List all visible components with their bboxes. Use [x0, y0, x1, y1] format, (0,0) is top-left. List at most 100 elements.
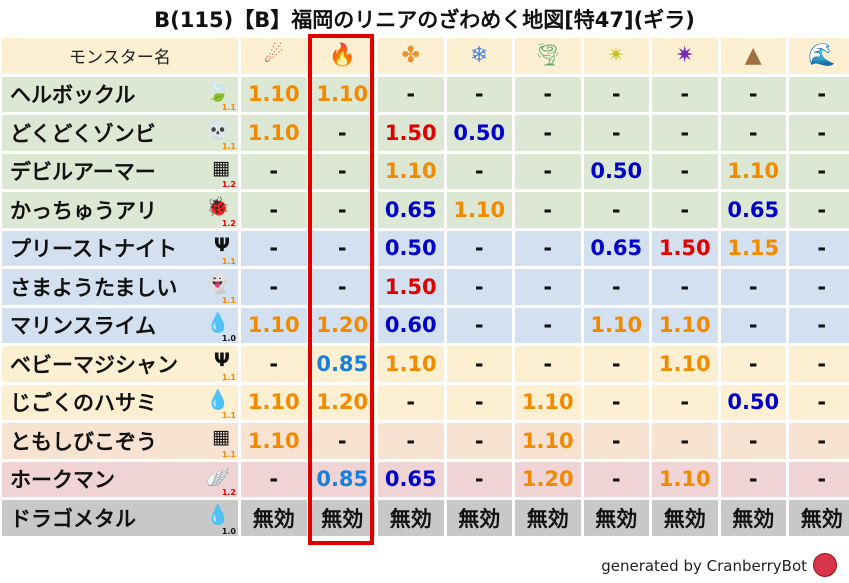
value-cell: 0.50: [583, 153, 649, 189]
ghost-icon: 👻: [206, 273, 230, 295]
value-cell: -: [583, 115, 649, 151]
value-cell: -: [378, 423, 444, 459]
monster-name-cell: ともしびこぞう ▦ 1.1: [2, 423, 238, 459]
monster-name: ヘルボックル: [10, 83, 136, 108]
value-cell: 0.65: [583, 230, 649, 266]
page-title: B(115)【B】福岡のリニアのざわめく地図[特47](ギラ): [154, 8, 695, 32]
skull-icon: 💀: [206, 119, 230, 141]
monster-name-cell: どくどくゾンビ 💀 1.1: [2, 115, 238, 151]
fire-ball-icon: ☄: [263, 43, 284, 69]
multiplier-badge: 1.0: [221, 334, 236, 343]
multiplier-badge: 1.1: [221, 372, 236, 382]
value-cell: 1.10: [515, 423, 581, 459]
value-cell: 1.10: [652, 346, 718, 382]
value-cell: 1.50: [652, 230, 718, 266]
value-cell: -: [789, 423, 849, 459]
value-cell: -: [446, 461, 512, 497]
value-cell: 無効: [241, 500, 307, 536]
value-cell: -: [583, 192, 649, 228]
value-cell: -: [378, 76, 444, 112]
value-cell: -: [309, 269, 375, 305]
value-cell: -: [241, 346, 307, 382]
value-cell: -: [652, 153, 718, 189]
value-cell: -: [583, 384, 649, 420]
value-cell: 無効: [789, 500, 849, 536]
trident-icon: Ψ: [213, 233, 230, 256]
value-cell: 1.10: [241, 384, 307, 420]
water-drop-icon: 💧: [206, 388, 230, 411]
value-cell: -: [446, 153, 512, 189]
value-cell: 1.10: [652, 307, 718, 343]
monster-name: じごくのハサミ: [10, 391, 157, 416]
value-cell: 1.20: [515, 461, 581, 497]
header-element-cell: ▲: [720, 38, 786, 74]
monster-name: ベビーマジシャン: [10, 352, 178, 377]
monster-name-cell: ドラゴメタル 💧 1.0: [2, 500, 238, 536]
multiplier-badge: 1.1: [221, 449, 236, 459]
value-cell: 0.65: [378, 461, 444, 497]
multiplier-badge: 1.1: [221, 103, 236, 112]
value-cell: -: [515, 346, 581, 382]
value-cell: 1.15: [720, 230, 786, 266]
value-cell: -: [309, 230, 375, 266]
value-cell: 無効: [446, 500, 512, 536]
value-cell: 1.10: [378, 153, 444, 189]
value-cell: -: [515, 115, 581, 151]
value-cell: -: [446, 269, 512, 305]
value-cell: 無効: [309, 500, 375, 536]
value-cell: -: [720, 115, 786, 151]
value-cell: 無効: [583, 500, 649, 536]
value-cell: 無効: [652, 500, 718, 536]
value-cell: -: [583, 346, 649, 382]
value-cell: -: [789, 230, 849, 266]
value-cell: -: [789, 346, 849, 382]
value-cell: 1.10: [241, 76, 307, 112]
monster-name: ともしびこぞう: [10, 429, 157, 454]
value-cell: -: [789, 153, 849, 189]
value-cell: -: [652, 384, 718, 420]
multiplier-badge: 1.2: [221, 488, 236, 497]
value-cell: 0.65: [720, 192, 786, 228]
value-cell: -: [241, 192, 307, 228]
value-cell: 1.10: [652, 461, 718, 497]
footer-credit: generated by CranberryBot: [601, 557, 807, 575]
value-cell: 0.85: [309, 461, 375, 497]
leaf-icon: 🍃: [206, 80, 230, 103]
value-cell: 1.20: [309, 307, 375, 343]
header-element-cell: 🌪: [515, 38, 581, 74]
dark-icon: ✷: [675, 43, 694, 69]
value-cell: -: [583, 269, 649, 305]
value-cell: -: [515, 230, 581, 266]
value-cell: -: [652, 115, 718, 151]
value-cell: 無効: [515, 500, 581, 536]
header-element-cell: ❄: [446, 38, 512, 74]
ice-icon: ❄: [470, 43, 489, 69]
value-cell: 1.10: [583, 307, 649, 343]
value-cell: -: [446, 346, 512, 382]
monster-name-cell: ヘルボックル 🍃 1.1: [2, 76, 238, 112]
value-cell: -: [583, 461, 649, 497]
header-element-cell: ✤: [378, 38, 444, 74]
value-cell: 0.85: [309, 346, 375, 382]
header-element-cell: ✷: [652, 38, 718, 74]
value-cell: 0.50: [378, 230, 444, 266]
monster-name: ドラゴメタル: [10, 506, 136, 531]
value-cell: -: [652, 423, 718, 459]
value-cell: -: [446, 423, 512, 459]
value-cell: -: [652, 76, 718, 112]
value-cell: -: [515, 269, 581, 305]
value-cell: -: [720, 269, 786, 305]
monster-name: どくどくゾンビ: [10, 121, 156, 146]
trident-icon: Ψ: [213, 349, 230, 371]
resistance-table: モンスター名 ☄ 🔥 ✤ ❄ 🌪 ✴ ✷ ▲ 🌊 ヘルボックル 🍃 1.1 1.10 1.10- - - - - - -…: [2, 38, 849, 536]
value-cell: 1.10: [241, 423, 307, 459]
flame-icon: 🔥: [328, 43, 356, 69]
value-cell: -: [446, 384, 512, 420]
monster-name-cell: ベビーマジシャン Ψ 1.1: [2, 346, 238, 382]
value-cell: -: [789, 384, 849, 420]
monster-name-cell: かっちゅうアリ 🐞 1.2: [2, 192, 238, 228]
value-cell: -: [241, 461, 307, 497]
value-cell: -: [515, 76, 581, 112]
value-cell: -: [720, 423, 786, 459]
header-element-cell: ✴: [583, 38, 649, 74]
